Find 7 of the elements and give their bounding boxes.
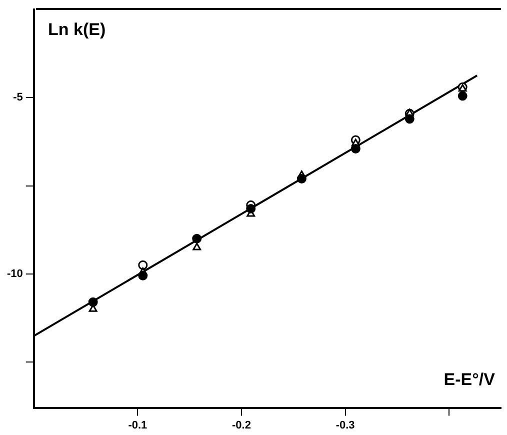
y-axis-title: Ln k(E) <box>48 20 106 40</box>
y-tick-label: -10 <box>6 268 23 280</box>
x-tick-label: -0.3 <box>336 419 355 432</box>
x-tick-label: -0.1 <box>128 419 148 432</box>
x-tick-label: -0.2 <box>232 419 251 432</box>
x-axis-title: E-E°/V <box>444 370 495 390</box>
y-tick-label: -5 <box>13 92 23 104</box>
